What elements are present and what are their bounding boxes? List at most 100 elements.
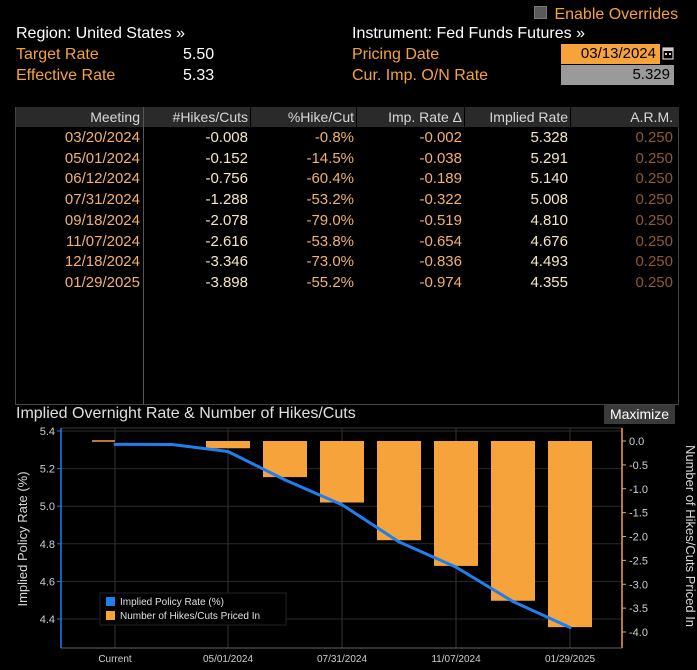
target-rate-label: Target Rate xyxy=(16,46,99,63)
x-tick-label: 11/07/2024 xyxy=(431,654,481,665)
enable-overrides-label: Enable Overrides xyxy=(554,6,679,23)
line-point-05/01/2024 xyxy=(226,449,230,453)
instrument-selector[interactable]: Instrument: Fed Funds Futures » xyxy=(352,25,585,42)
cell-pct: -79.0% xyxy=(306,211,354,229)
col-delta[interactable]: Imp. Rate Δ xyxy=(388,109,462,125)
left-tick-label: 5.0 xyxy=(40,501,55,513)
cell-delta: -0.002 xyxy=(419,129,462,146)
cell-implied: 4.493 xyxy=(530,253,568,271)
line-point-12/18/2024 xyxy=(511,600,515,604)
calendar-icon[interactable] xyxy=(662,44,674,64)
legend-bar-swatch xyxy=(106,611,115,620)
cell-hikes: -0.008 xyxy=(205,129,248,146)
checkbox-icon[interactable] xyxy=(534,6,547,19)
right-tick-label: -2.0 xyxy=(629,532,648,544)
cell-implied: 5.008 xyxy=(530,191,568,209)
table-divider xyxy=(143,107,144,405)
maximize-button[interactable]: Maximize xyxy=(604,405,675,424)
left-tick-label: 5.2 xyxy=(40,464,55,476)
cell-pct: -14.5% xyxy=(306,149,354,167)
cell-delta: -0.654 xyxy=(419,232,462,250)
cell-pct: -53.2% xyxy=(306,191,354,209)
pricing-date-label: Pricing Date xyxy=(352,46,440,63)
cell-hikes: -3.346 xyxy=(205,253,248,271)
line-point-11/07/2024 xyxy=(454,565,458,569)
cell-meeting: 05/01/2024 xyxy=(64,149,140,167)
cell-arm: 0.250 xyxy=(635,232,673,250)
cell-arm: 0.250 xyxy=(635,253,673,271)
cell-delta: -0.974 xyxy=(419,273,462,291)
cell-delta: -0.322 xyxy=(419,191,462,209)
cell-arm: 0.250 xyxy=(635,129,673,146)
bar-12/18/2024 xyxy=(491,441,535,601)
col-meeting[interactable]: Meeting xyxy=(90,109,140,125)
cell-delta: -0.038 xyxy=(419,149,462,167)
cell-hikes: -2.078 xyxy=(205,211,248,229)
cell-hikes: -2.616 xyxy=(205,232,248,250)
bar-05/01/2024 xyxy=(206,441,250,449)
col-implied[interactable]: Implied Rate xyxy=(489,109,568,125)
table-row[interactable]: 11/07/2024 -2.616 -53.8% -0.654 4.676 0.250 xyxy=(16,232,679,252)
table-row[interactable]: 07/31/2024 -1.288 -53.2% -0.322 5.008 0.250 xyxy=(16,190,679,210)
line-point-09/18/2024 xyxy=(397,540,401,544)
effective-rate-value: 5.33 xyxy=(183,67,215,84)
cell-implied: 4.810 xyxy=(530,211,568,229)
rate-chart: 4.4 4.6 4.8 5.0 5.2 5.4 0.0 -0.5 -1.0 -1.5 -2.0 -2.… xyxy=(0,424,697,670)
cell-hikes: -1.288 xyxy=(205,191,248,209)
line-point-06/12/2024 xyxy=(283,478,287,482)
left-tick-label: 4.4 xyxy=(40,614,55,626)
region-selector[interactable]: Region: United States » xyxy=(16,25,185,42)
effective-rate-label: Effective Rate xyxy=(16,67,116,84)
col-pct[interactable]: %Hike/Cut xyxy=(287,109,354,125)
table-row[interactable]: 09/18/2024 -2.078 -79.0% -0.519 4.810 0.250 xyxy=(16,211,679,231)
cur-imp-rate-field[interactable]: 5.329 xyxy=(561,65,674,85)
line-point-Current xyxy=(113,442,117,446)
line-point-03/20/2024 xyxy=(170,443,174,447)
table-row[interactable]: 06/12/2024 -0.756 -60.4% -0.189 5.140 0.250 xyxy=(16,169,679,189)
cell-meeting: 07/31/2024 xyxy=(64,191,140,209)
left-tick-label: 4.8 xyxy=(40,539,55,551)
cell-arm: 0.250 xyxy=(635,170,673,188)
cell-hikes: -3.898 xyxy=(205,273,248,291)
cell-hikes: -0.756 xyxy=(205,170,248,188)
cell-implied: 4.355 xyxy=(530,273,568,291)
legend-box xyxy=(99,592,287,626)
left-tick-label: 5.4 xyxy=(40,426,55,438)
chart-title: Implied Overnight Rate & Number of Hikes… xyxy=(16,405,356,422)
legend-line-swatch xyxy=(106,597,115,606)
table-row[interactable]: 01/29/2025 -3.898 -55.2% -0.974 4.355 0.250 xyxy=(16,273,679,293)
cur-imp-label: Cur. Imp. O/N Rate xyxy=(352,67,489,84)
col-hikes[interactable]: #Hikes/Cuts xyxy=(172,109,248,125)
bar-01/29/2025 xyxy=(548,441,592,628)
cell-pct: -53.8% xyxy=(306,232,354,250)
legend-line-label: Implied Policy Rate (%) xyxy=(120,597,224,608)
enable-overrides-toggle[interactable]: Enable Overrides xyxy=(534,6,678,24)
table-row[interactable]: 12/18/2024 -3.346 -73.0% -0.836 4.493 0.250 xyxy=(16,252,679,272)
table-row[interactable]: 03/20/2024 -0.008 -0.8% -0.002 5.328 0.250 xyxy=(16,128,679,148)
right-tick-label: -4.0 xyxy=(629,627,648,639)
cell-hikes: -0.152 xyxy=(205,149,248,167)
right-tick-label: -3.0 xyxy=(629,579,648,591)
cell-pct: -55.2% xyxy=(306,273,354,291)
table-row[interactable]: 05/01/2024 -0.152 -14.5% -0.038 5.291 0.250 xyxy=(16,149,679,169)
legend-bar-label: Number of Hikes/Cuts Priced In xyxy=(120,611,260,622)
cell-arm: 0.250 xyxy=(635,211,673,229)
cell-implied: 4.676 xyxy=(530,232,568,250)
right-tick-label: 0.0 xyxy=(629,436,644,448)
cell-pct: -60.4% xyxy=(306,170,354,188)
left-axis-title: Implied Policy Rate (%) xyxy=(15,471,30,606)
cell-meeting: 11/07/2024 xyxy=(66,232,140,250)
bar-09/18/2024 xyxy=(377,441,421,541)
cell-meeting: 03/20/2024 xyxy=(64,129,140,146)
cell-pct: -0.8% xyxy=(314,129,354,146)
x-tick-label: 01/29/2025 xyxy=(545,654,595,665)
col-arm[interactable]: A.R.M. xyxy=(630,109,673,125)
cell-meeting: 01/29/2025 xyxy=(64,273,140,291)
cell-delta: -0.836 xyxy=(419,253,462,271)
cell-implied: 5.328 xyxy=(530,129,568,146)
right-tick-label: -1.5 xyxy=(629,508,648,520)
cell-meeting: 12/18/2024 xyxy=(64,253,140,271)
pricing-date-input[interactable]: 03/13/2024 xyxy=(561,44,660,64)
cell-arm: 0.250 xyxy=(635,149,673,167)
line-point-07/31/2024 xyxy=(340,503,344,507)
